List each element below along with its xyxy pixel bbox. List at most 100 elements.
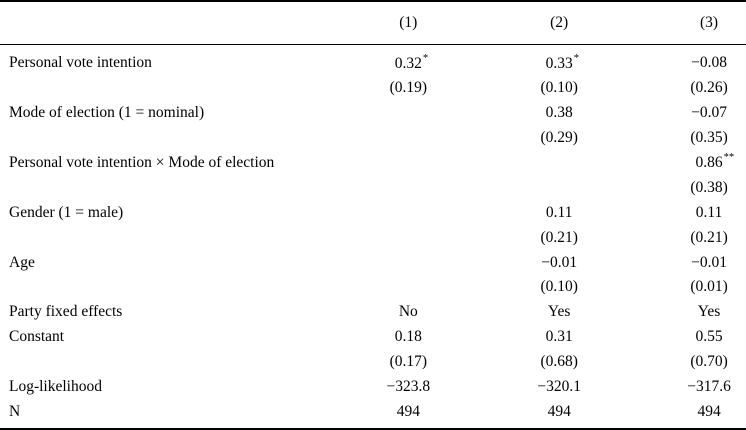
cell-value: (0.29) <box>540 129 578 147</box>
cell: −320.1 <box>522 378 596 396</box>
cell: −0.01 <box>672 254 746 272</box>
table-row: (0.10) (0.01) <box>0 275 746 300</box>
cell: 494 <box>672 403 746 421</box>
cell: (0.68) <box>522 353 596 371</box>
cell-value: 0.11 <box>695 203 723 221</box>
cell: 0.55 <box>672 328 746 346</box>
cell-value: −0.01 <box>691 253 727 271</box>
cell-value: 0.38 <box>545 104 573 122</box>
cell: (0.26) <box>672 79 746 97</box>
cell-value: (0.10) <box>540 278 578 296</box>
table-row: Age −0.01 −0.01 <box>0 250 746 275</box>
cell-value: 0.55 <box>695 328 723 346</box>
cell-value: −320.1 <box>537 378 581 396</box>
cell-value: −0.08 <box>691 54 727 72</box>
row-label: Personal vote intention × Mode of electi… <box>9 154 275 171</box>
cell-value: 494 <box>396 402 420 420</box>
cell-value: (0.19) <box>389 79 428 97</box>
cell-value: 0.11 <box>545 203 573 221</box>
table-row: Personal vote intention 0.32* 0.33* −0.0… <box>0 51 746 76</box>
cell-value: 494 <box>547 402 571 420</box>
cell: Yes <box>672 303 746 321</box>
column-header-2: (2) <box>550 14 569 31</box>
cell: −0.01 <box>522 254 596 272</box>
cell-value: (0.21) <box>690 228 728 246</box>
cell-value: (0.68) <box>540 353 578 371</box>
cell: 0.33* <box>545 52 579 73</box>
cell-value: 0.18 <box>394 328 422 346</box>
cell: −0.08 <box>672 54 746 72</box>
cell-value: 0.31 <box>545 328 573 346</box>
row-label: Log-likelihood <box>9 378 102 396</box>
table-row: (0.38) <box>0 175 746 200</box>
table-row: (0.17) (0.68) (0.70) <box>0 350 746 375</box>
table-row: Gender (1 = male) 0.11 0.11 <box>0 200 746 225</box>
cell-value: −317.6 <box>687 378 731 396</box>
table-header-row: (1) (2) (3) <box>0 2 746 45</box>
cell-value: (0.70) <box>690 353 728 371</box>
cell: 0.86** <box>695 152 735 172</box>
table-row: Constant 0.18 0.31 0.55 <box>0 325 746 350</box>
cell: 0.38 <box>522 104 596 122</box>
cell-value: (0.21) <box>540 228 578 246</box>
cell: (0.70) <box>672 353 746 371</box>
cell-value: No <box>398 303 418 321</box>
table-row: Mode of election (1 = nominal) 0.38 −0.0… <box>0 101 746 126</box>
cell: (0.29) <box>522 129 596 147</box>
table-row: (0.29) (0.35) <box>0 126 746 151</box>
cell: −0.07 <box>672 104 746 122</box>
cell: 0.18 <box>371 328 445 346</box>
cell: 494 <box>522 403 596 421</box>
cell-value: (0.10) <box>540 79 578 97</box>
row-label: Party fixed effects <box>9 303 123 321</box>
cell: Yes <box>522 303 596 321</box>
cell: 0.32* <box>394 52 429 73</box>
cell-value: (0.17) <box>389 353 428 371</box>
row-label: Mode of election (1 = nominal) <box>9 104 205 122</box>
table-row: (0.19) (0.10) (0.26) <box>0 76 746 101</box>
row-label: Personal vote intention <box>9 54 152 72</box>
cell-value: (0.38) <box>690 178 728 196</box>
cell-value: −0.01 <box>541 253 578 271</box>
cell: 494 <box>371 403 445 421</box>
cell: (0.19) <box>371 79 445 97</box>
table-row: Party fixed effects No Yes Yes <box>0 300 746 325</box>
cell: (0.38) <box>672 179 746 197</box>
row-label: Gender (1 = male) <box>9 203 124 221</box>
cell-value: 494 <box>697 402 721 420</box>
table-row: Personal vote intention × Mode of electi… <box>0 151 746 176</box>
cell: No <box>371 303 445 321</box>
row-label: N <box>9 402 21 420</box>
cell-value: (0.26) <box>690 79 728 97</box>
cell: (0.01) <box>672 278 746 296</box>
cell-value: Yes <box>547 303 571 321</box>
cell-value: −323.8 <box>386 378 431 396</box>
cell: (0.17) <box>371 353 445 371</box>
table-row: Log-likelihood −323.8 −320.1 −317.6 <box>0 375 746 400</box>
column-header-1: (1) <box>399 14 418 31</box>
cell-value: 0.33 <box>545 55 573 73</box>
column-header-3: (3) <box>700 14 719 31</box>
cell: (0.21) <box>522 229 596 247</box>
cell: (0.21) <box>672 229 746 247</box>
cell: 0.11 <box>672 204 746 222</box>
cell: 0.31 <box>522 328 596 346</box>
table-row: (0.21) (0.21) <box>0 225 746 250</box>
cell: −317.6 <box>672 378 746 396</box>
cell: −323.8 <box>371 378 445 396</box>
cell: (0.10) <box>522 79 596 97</box>
cell-value: (0.35) <box>690 129 728 147</box>
cell-value: −0.07 <box>691 104 727 122</box>
cell-value: (0.01) <box>690 278 728 296</box>
cell: 0.11 <box>522 204 596 222</box>
cell-value: 0.86 <box>695 154 723 172</box>
row-label: Age <box>9 253 35 271</box>
cell-value: 0.32 <box>394 55 422 73</box>
cell-value: Yes <box>697 303 721 321</box>
cell: (0.35) <box>672 129 746 147</box>
table-body: Personal vote intention 0.32* 0.33* −0.0… <box>0 45 746 424</box>
cell: (0.10) <box>522 278 596 296</box>
row-label: Constant <box>9 328 65 346</box>
table-row: N 494 494 494 <box>0 399 746 424</box>
